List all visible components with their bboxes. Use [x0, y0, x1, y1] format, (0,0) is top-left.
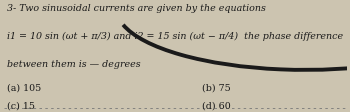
Text: (d) 60: (d) 60: [202, 101, 231, 110]
Text: (b) 75: (b) 75: [202, 82, 231, 91]
Text: between them is — degrees: between them is — degrees: [7, 59, 141, 68]
Text: 3- Two sinusoidal currents are given by the equations: 3- Two sinusoidal currents are given by …: [7, 4, 266, 13]
Text: (a) 105: (a) 105: [7, 82, 41, 91]
Text: (c) 15: (c) 15: [7, 101, 35, 110]
Text: i1 = 10 sin (ωt + π/3) and i2 = 15 sin (ωt − π/4)  the phase difference: i1 = 10 sin (ωt + π/3) and i2 = 15 sin (…: [7, 32, 343, 41]
